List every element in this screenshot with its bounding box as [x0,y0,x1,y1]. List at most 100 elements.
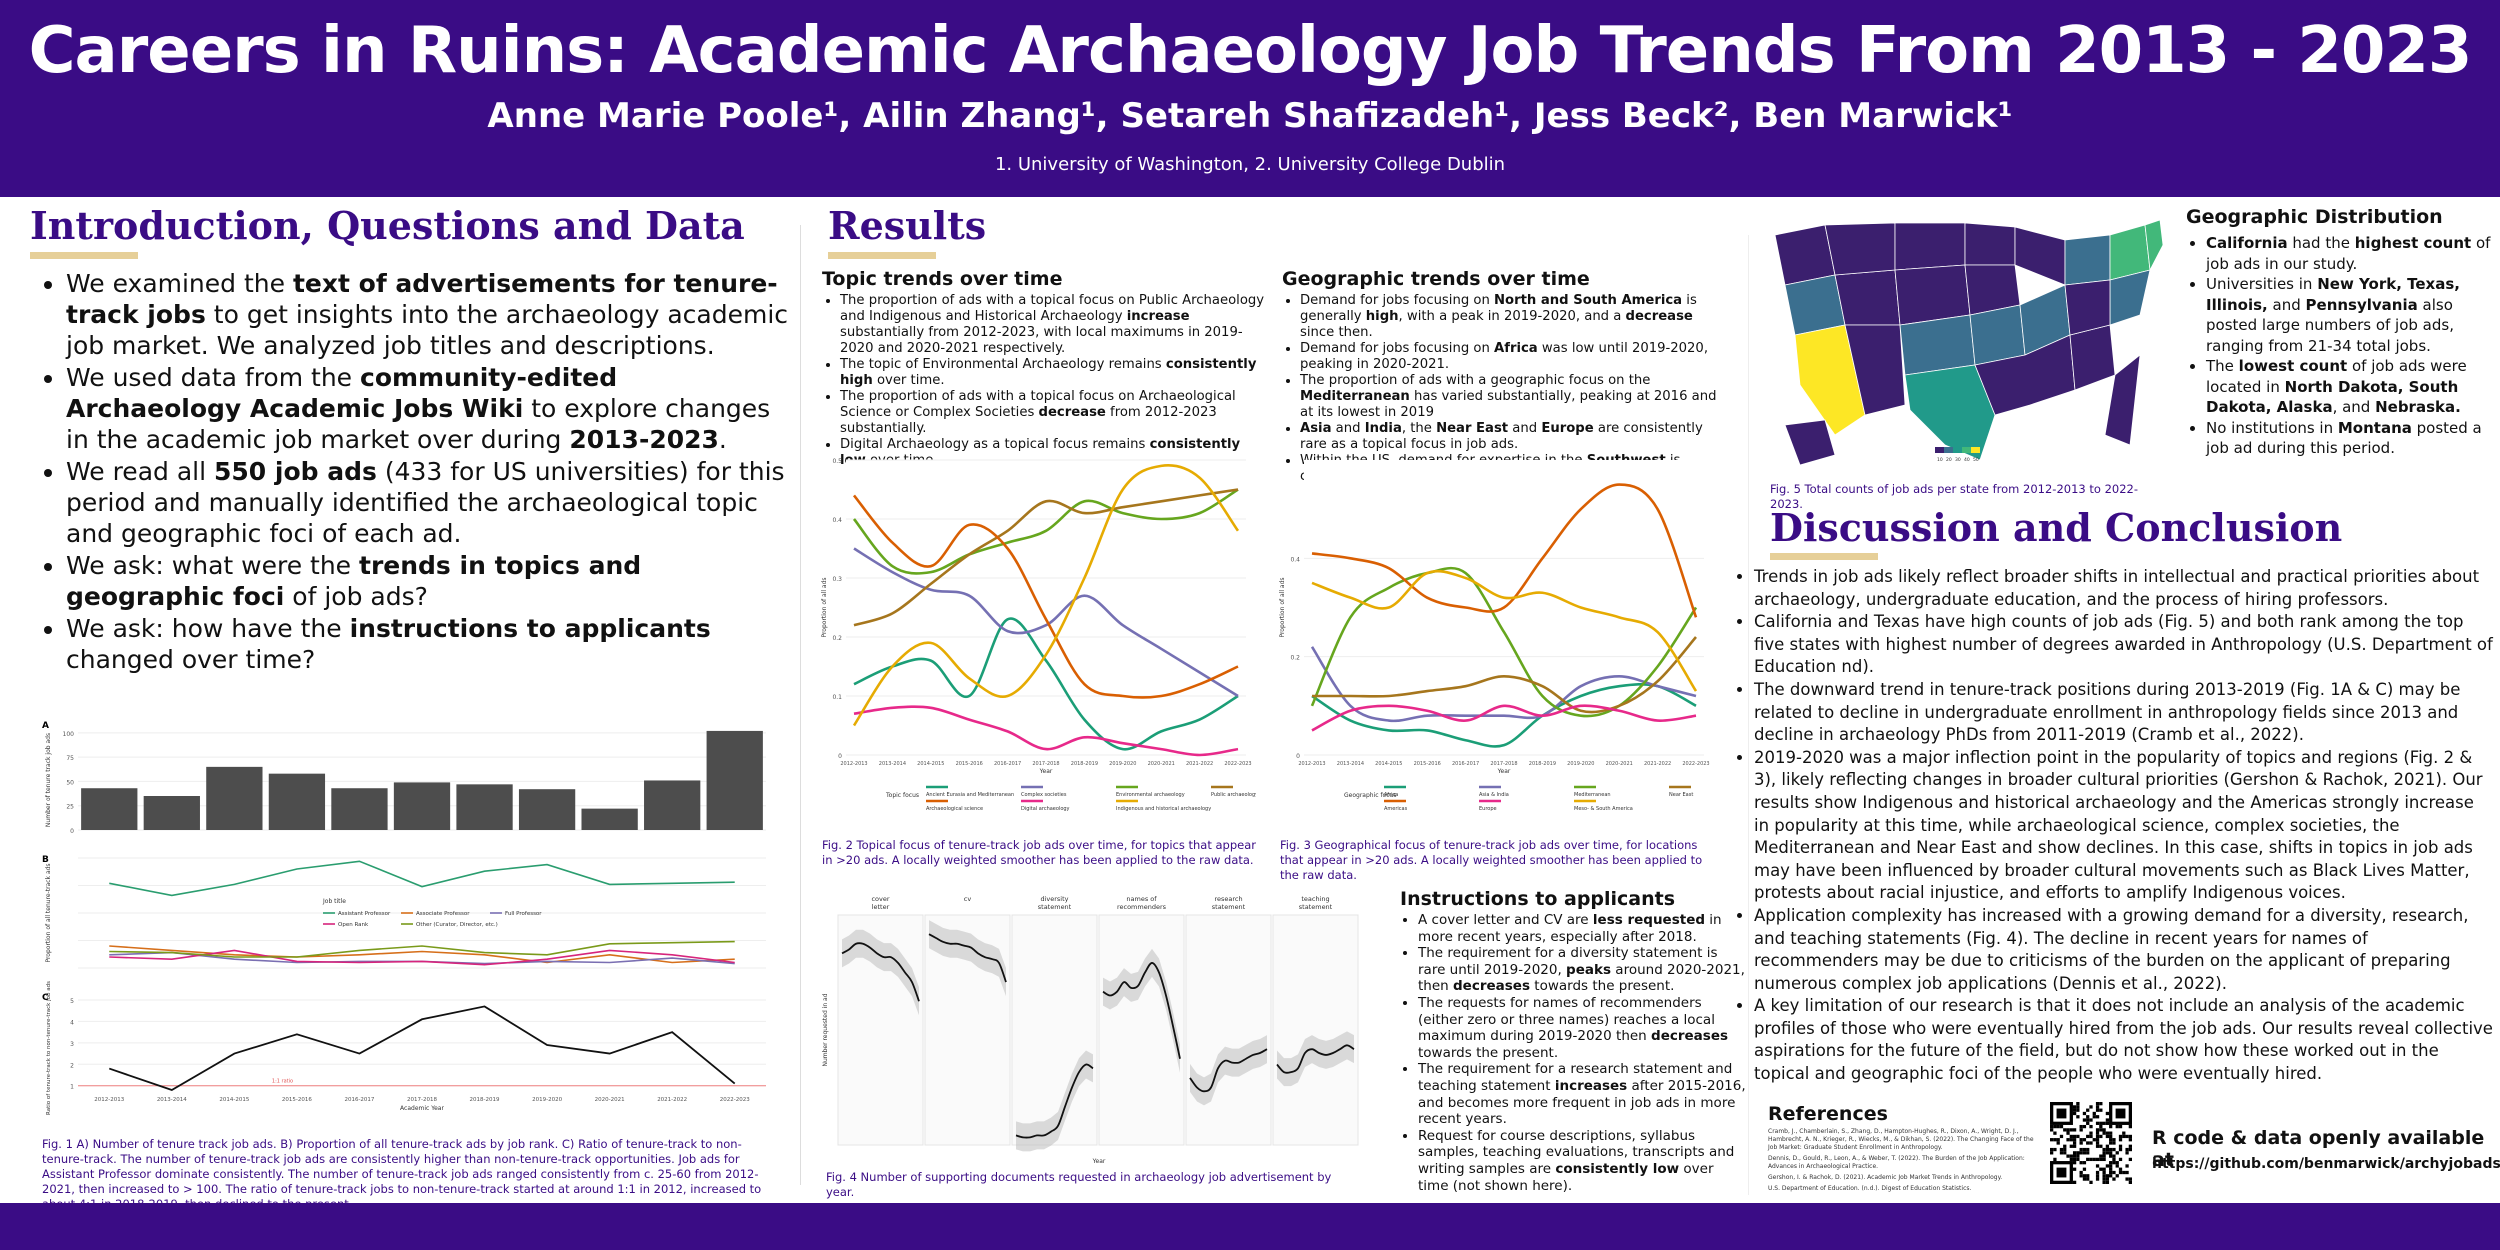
legend-label: Meso- & South America [1574,806,1633,812]
state-shape [1844,324,1906,416]
qr-module [2099,1124,2103,1129]
qr-module [2105,1144,2110,1148]
legend-label: Africa [1384,792,1398,798]
qr-module [2105,1177,2110,1181]
series-line [1311,569,1698,692]
qr-module [2079,1151,2083,1155]
qr-module [2089,1180,2093,1184]
qr-module [2118,1144,2123,1148]
qr-module [2112,1170,2116,1175]
x-tick-label: 2013-2014 [1337,761,1364,767]
state-shape [2144,219,2164,272]
poster-header: Careers in Ruins: Academic Archaeology J… [0,0,2500,197]
discussion-item: Trends in job ads likely reflect broader… [1754,566,2494,611]
qr-module [2095,1105,2100,1109]
qr-module [2095,1108,2100,1112]
qr-module [2125,1177,2129,1181]
smoothed-line [1276,1044,1355,1074]
geo-distribution-heading: Geographic Distribution [2186,206,2443,228]
state-shape [1784,274,1846,336]
qr-module [2102,1170,2106,1175]
qr-module [2112,1161,2116,1165]
qr-module [2112,1147,2116,1152]
y-tick-label: 0.4 [1290,556,1300,563]
qr-code-icon[interactable] [2050,1102,2132,1184]
facet-title: teaching statement [1299,895,1333,911]
qr-module [2072,1161,2077,1165]
legend-label: Near East [1669,792,1693,798]
qr-module [2069,1144,2073,1148]
results-underline [828,252,936,259]
legend-tick: 40 [1964,457,1970,463]
qr-module [2086,1174,2090,1178]
qr-module [2095,1115,2100,1119]
y-axis-label: Ratio of tenure-track to non-tenure-trac… [46,981,52,1115]
qr-module [2059,1134,2064,1139]
instructions-list: A cover letter and CV are less requested… [1400,912,1748,1194]
qr-module [2125,1164,2129,1168]
y-tick-label: 0 [70,828,74,835]
qr-module [2086,1141,2090,1145]
qr-module [2109,1154,2113,1158]
series-line [852,494,1239,699]
qr-module [2125,1170,2129,1175]
qr-module [2105,1180,2110,1184]
y-axis-label: Proportion of all tenure-track ads [45,863,52,962]
qr-module [2072,1157,2077,1162]
legend-title: Geographic focus [1344,792,1396,799]
qr-module [2095,1128,2100,1132]
confidence-band [1190,1035,1267,1106]
qr-module [2109,1170,2113,1175]
qr-module [2092,1111,2096,1116]
qr-module [2053,1124,2057,1129]
bar [393,782,451,830]
qr-module [2102,1180,2106,1184]
qr-module [2082,1161,2087,1165]
confidence-band [1016,1050,1093,1152]
ratio-reference-label: 1:1 ratio [272,1079,293,1085]
qr-module [2076,1105,2080,1109]
qr-module [2079,1128,2083,1132]
qr-module [2086,1108,2090,1112]
reference-item: Gershon, I. & Rachok, D. (2021). Academi… [1768,1174,2003,1181]
discussion-item: 2019-2020 was a major inflection point i… [1754,747,2494,905]
facet-title: research statement [1212,895,1246,911]
state-shape [1899,314,1976,376]
qr-module [2072,1144,2077,1148]
qr-module [2072,1154,2077,1158]
fig1-caption: Fig. 1 A) Number of tenure track job ads… [42,1137,762,1211]
legend-label: Archaeological science [926,806,983,812]
x-tick-label: 2020-2021 [595,1097,625,1103]
qr-module [2056,1124,2060,1129]
qr-module [2109,1124,2113,1129]
x-tick-label: 2016-2017 [344,1097,374,1103]
legend-label: Ancient Eurasia and Mediterranean [926,792,1014,798]
series-line [1310,566,1698,718]
qr-module [2086,1121,2090,1125]
qr-module [2105,1131,2110,1135]
legend-label: Other (Curator, Director, etc.) [416,922,498,928]
qr-module [2109,1164,2113,1168]
bullet-item: The proportion of ads with a topical foc… [840,389,1270,437]
legend-color-swatch [1935,447,1944,453]
qr-module [2050,1124,2054,1129]
bullet-item: We used data from the community-edited A… [66,362,796,455]
x-axis-label: Academic Year [400,1105,444,1112]
qr-module [2082,1147,2087,1152]
facet-panel [1011,914,1098,1146]
y-tick-label: 0.4 [832,517,842,524]
qr-module [2086,1118,2090,1122]
qr-module [2109,1131,2113,1135]
legend-label: Digital archaeology [1021,806,1070,812]
qr-module [2086,1147,2090,1152]
qr-finder-core [2056,1167,2067,1178]
bullet-item: A cover letter and CV are less requested… [1418,912,1748,945]
qr-module [2086,1151,2090,1155]
code-url-link[interactable]: https://github.com/benmarwick/archyjobad… [2152,1156,2500,1172]
qr-module [2069,1138,2073,1142]
qr-module [2115,1174,2119,1178]
state-shape [2064,234,2111,286]
qr-module [2109,1147,2113,1152]
fig2-caption: Fig. 2 Topical focus of tenure-track job… [822,838,1257,867]
qr-finder-core [2115,1108,2126,1119]
